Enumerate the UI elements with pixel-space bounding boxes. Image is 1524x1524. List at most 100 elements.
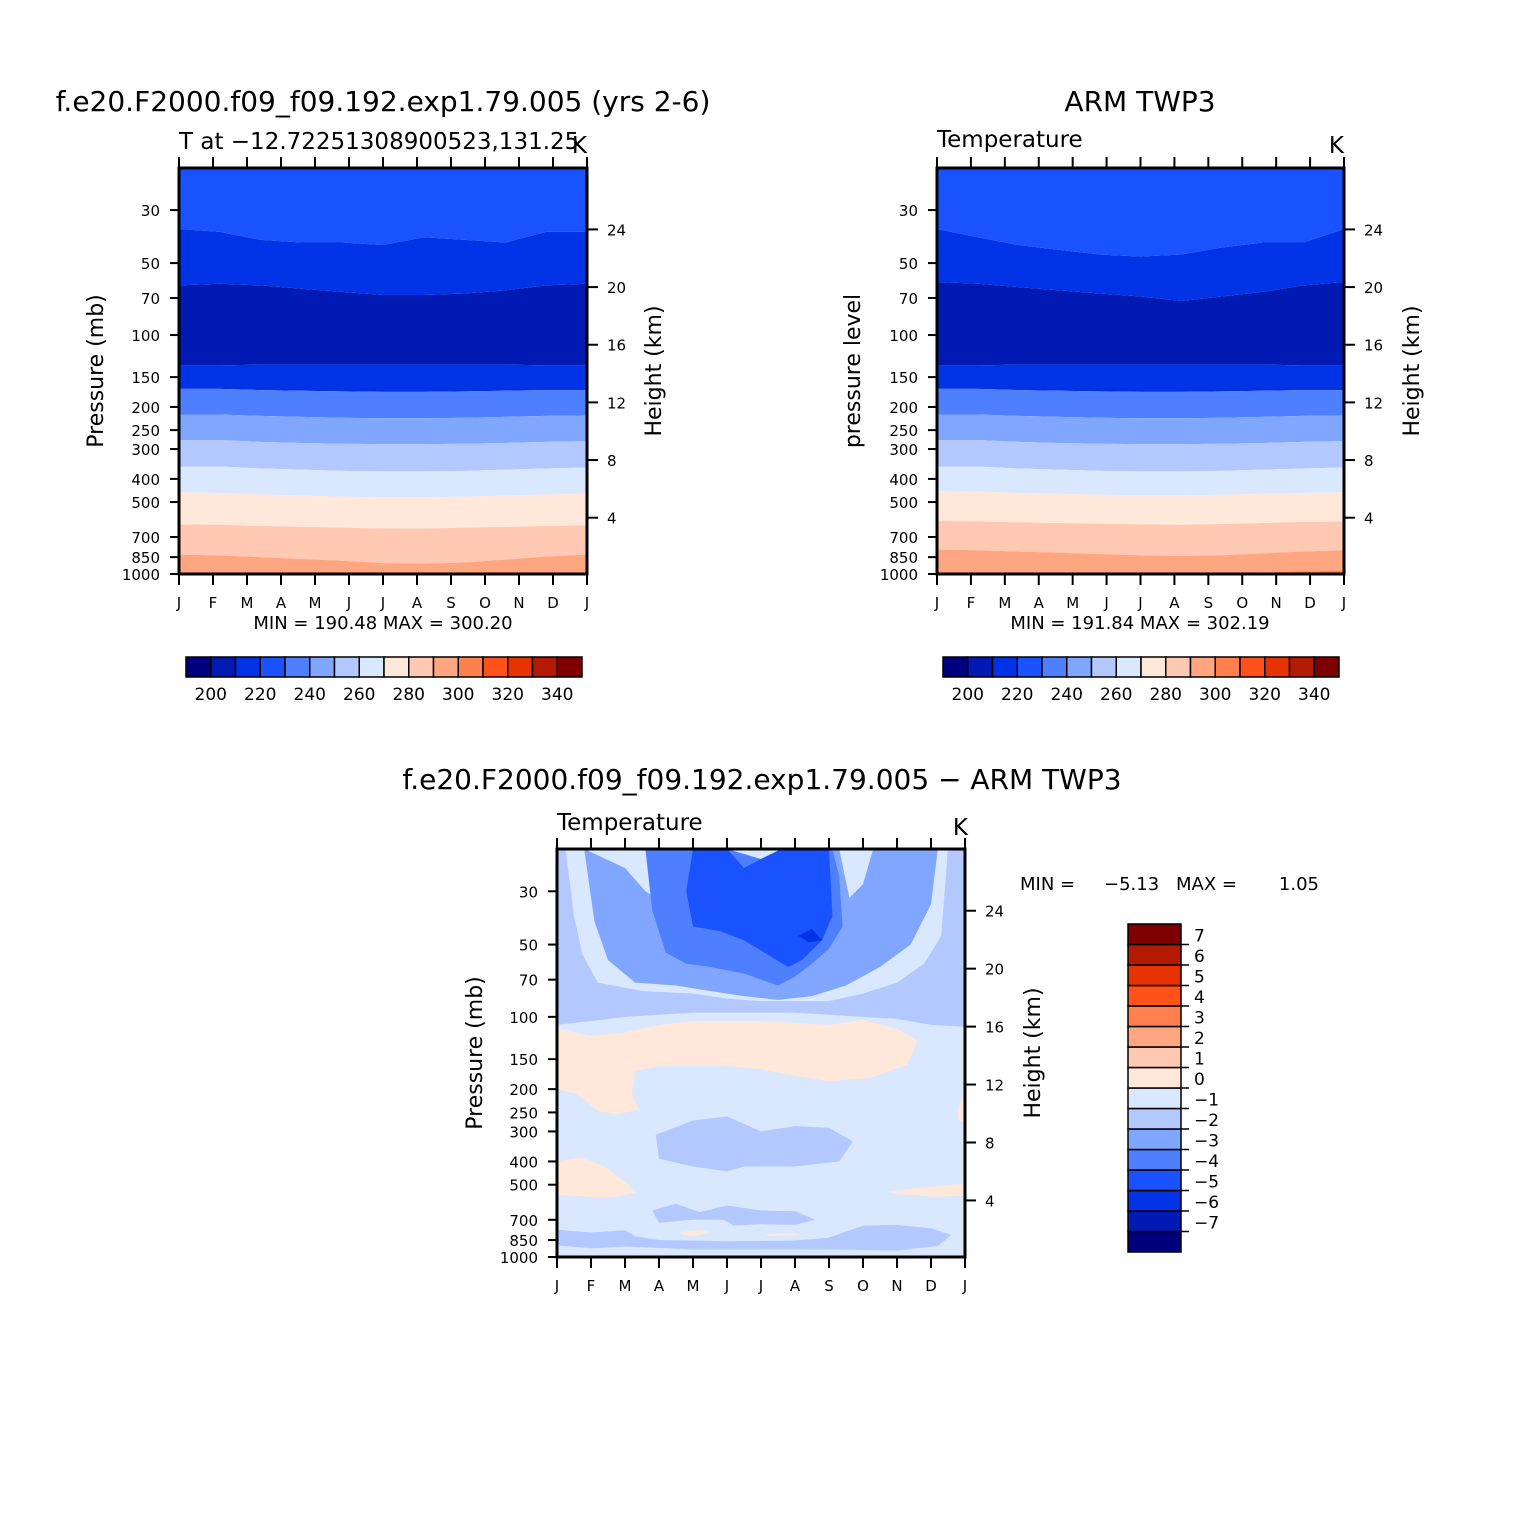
right-tick-label: 16 — [985, 1019, 1004, 1037]
right-tick-label: 8 — [1364, 452, 1374, 470]
x-tick-label: M — [687, 1277, 700, 1295]
colorbar-box — [1127, 1066, 1182, 1089]
y-tick-label: 700 — [889, 529, 918, 547]
y-tick-label: 300 — [889, 441, 918, 459]
panel3-min-value: −5.13 — [1104, 874, 1159, 895]
right-tick-label: 20 — [607, 279, 626, 297]
panel2-colorbar: 200 220 240 260 280 300 320 340 — [942, 656, 1340, 705]
panel1-min-max: MIN = 190.48 MAX = 300.20 — [253, 613, 512, 634]
colorbar-label: −5 — [1194, 1173, 1219, 1193]
panel1-title: f.e20.F2000.f09_f09.192.exp1.79.005 (yrs… — [56, 85, 711, 118]
x-tick-label: O — [479, 594, 491, 612]
x-tick-label: S — [824, 1277, 834, 1295]
x-tick-label: J — [584, 594, 589, 612]
y-tick-label: 50 — [899, 255, 918, 273]
right-tick-label: 12 — [985, 1077, 1004, 1095]
x-tick-label: F — [209, 594, 218, 612]
colorbar-box — [1127, 1025, 1182, 1048]
colorbar-box — [1127, 1046, 1182, 1069]
panel3-title: f.e20.F2000.f09_f09.192.exp1.79.005 − AR… — [402, 763, 1121, 796]
colorbar-box — [383, 656, 410, 678]
y-tick-label: 700 — [509, 1212, 538, 1230]
panel2-contour-fill — [937, 168, 1344, 574]
y-tick-label: 500 — [509, 1177, 538, 1195]
x-tick-label: M — [309, 594, 322, 612]
x-tick-label: J — [554, 1277, 559, 1295]
y-tick-label: 70 — [519, 972, 538, 990]
colorbar-box — [1127, 1087, 1182, 1110]
colorbar-label: 240 — [1051, 685, 1083, 705]
y-tick-label: 200 — [889, 399, 918, 417]
x-tick-label: M — [619, 1277, 632, 1295]
x-tick-label: A — [790, 1277, 801, 1295]
right-tick-label: 24 — [1364, 221, 1383, 239]
colorbar-box — [1016, 656, 1043, 678]
colorbar-label: 4 — [1194, 988, 1205, 1008]
y-tick-label: 250 — [889, 422, 918, 440]
panel1-y-axis-label: Pressure (mb) — [84, 294, 109, 448]
y-tick-label: 400 — [509, 1153, 538, 1171]
colorbar-box — [1090, 656, 1117, 678]
right-tick-label: 24 — [607, 221, 626, 239]
y-tick-label: 150 — [131, 369, 160, 387]
x-tick-label: O — [857, 1277, 869, 1295]
colorbar-label: 340 — [1298, 685, 1330, 705]
right-tick-label: 12 — [1364, 394, 1383, 412]
x-tick-label: J — [380, 594, 385, 612]
colorbar-box — [1313, 656, 1340, 678]
panel3-contour-fill — [557, 849, 965, 1257]
x-tick-label: J — [1341, 594, 1346, 612]
x-tick-label: S — [446, 594, 456, 612]
y-tick-label: 100 — [131, 327, 160, 345]
colorbar-box — [1165, 656, 1192, 678]
contour-band — [179, 524, 587, 564]
contour-region — [557, 1019, 918, 1115]
y-tick-label: 50 — [519, 937, 538, 955]
x-tick-label: A — [1034, 594, 1045, 612]
y-tick-label: 70 — [899, 290, 918, 308]
panel3-min-label: MIN = — [1020, 874, 1075, 895]
y-tick-label: 50 — [141, 255, 160, 273]
x-tick-label: J — [346, 594, 351, 612]
contour-band — [937, 466, 1344, 496]
colorbar-label: 3 — [1194, 1009, 1205, 1029]
colorbar-label: −1 — [1194, 1091, 1219, 1111]
colorbar-box — [432, 656, 459, 678]
y-tick-label: 500 — [131, 494, 160, 512]
y-tick-label: 300 — [131, 441, 160, 459]
colorbar-box — [942, 656, 969, 678]
colorbar-label: 320 — [1249, 685, 1281, 705]
colorbar-box — [1066, 656, 1093, 678]
colorbar-label: 320 — [492, 685, 524, 705]
panel-model-temperature: f.e20.F2000.f09_f09.192.exp1.79.005 (yrs… — [56, 85, 711, 705]
y-tick-label: 850 — [131, 549, 160, 567]
colorbar-box — [1189, 656, 1216, 678]
y-tick-label: 200 — [509, 1081, 538, 1099]
colorbar-box — [1288, 656, 1315, 678]
right-tick-label: 20 — [985, 961, 1004, 979]
contour-band — [937, 414, 1344, 445]
panel1-left-string: T at −12.72251308900523,131.25 — [178, 129, 579, 155]
contour-region — [679, 1229, 710, 1236]
colorbar-label: 2 — [1194, 1029, 1205, 1049]
x-tick-label: J — [724, 1277, 729, 1295]
x-tick-label: F — [587, 1277, 596, 1295]
colorbar-box — [1115, 656, 1142, 678]
colorbar-box — [1041, 656, 1068, 678]
panel2-left-string: Temperature — [936, 127, 1083, 153]
colorbar-label: 300 — [442, 685, 474, 705]
right-tick-label: 16 — [607, 337, 626, 355]
x-tick-label: N — [1271, 594, 1282, 612]
y-tick-label: 30 — [519, 883, 538, 901]
panel3-left-string: Temperature — [556, 810, 703, 836]
contour-band — [937, 282, 1344, 366]
y-tick-label: 700 — [131, 529, 160, 547]
panel3-right-axis-label: Height (km) — [1021, 987, 1046, 1118]
y-tick-label: 70 — [141, 290, 160, 308]
colorbar-label: 0 — [1194, 1070, 1205, 1090]
y-tick-label: 500 — [889, 494, 918, 512]
colorbar-box — [1127, 984, 1182, 1007]
